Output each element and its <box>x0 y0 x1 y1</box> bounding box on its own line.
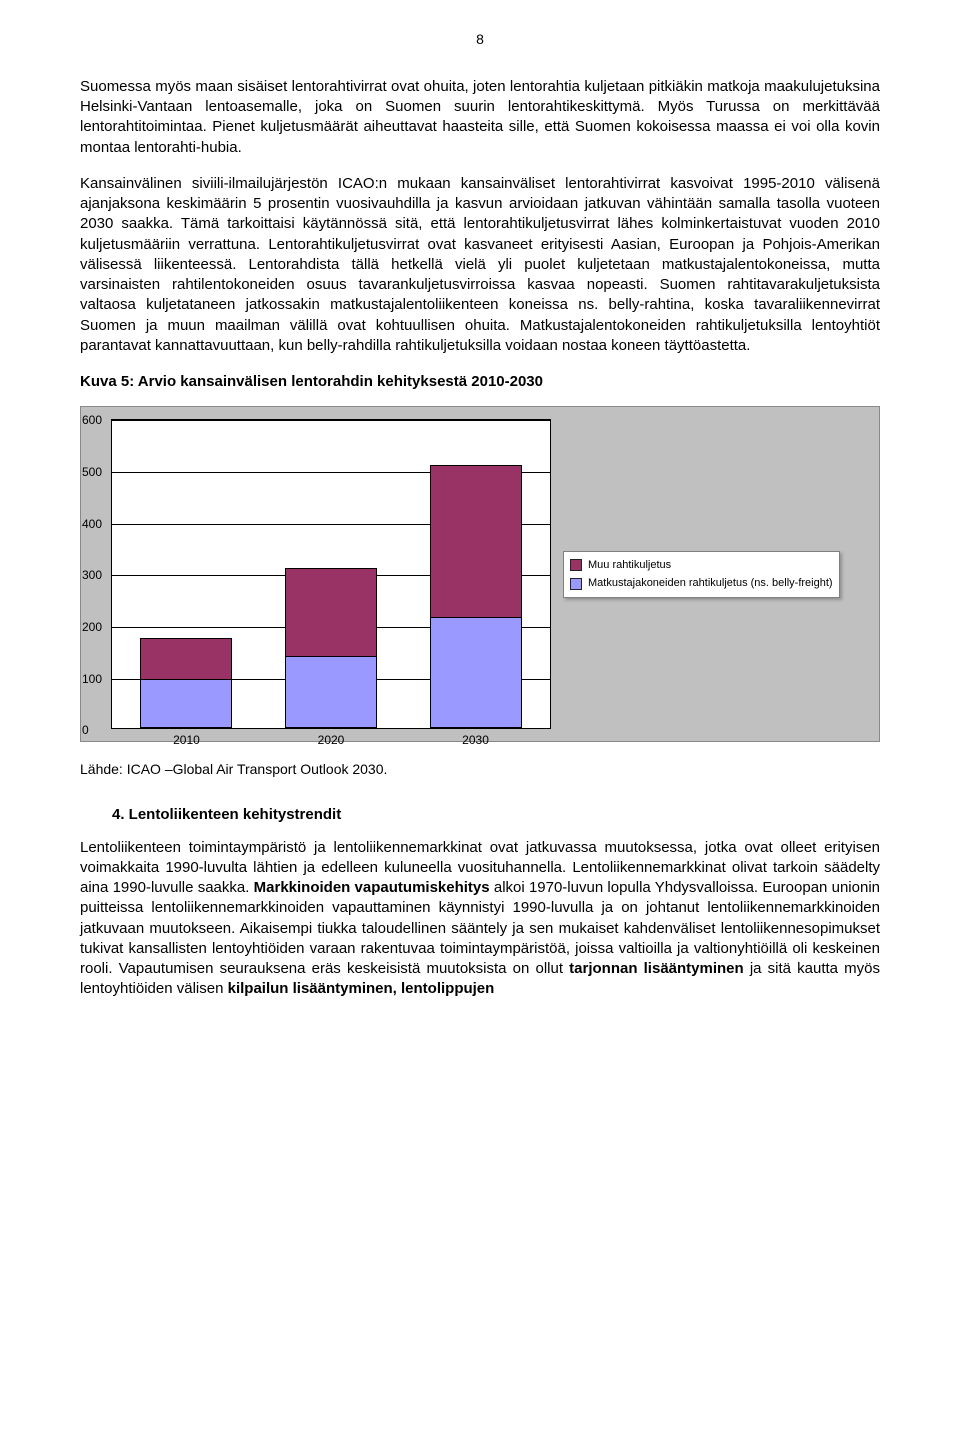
chart-title: Kuva 5: Arvio kansainvälisen lentorahdin… <box>80 372 880 392</box>
y-tick-label: 400 <box>82 516 102 532</box>
p3-bold-3: kilpailun lisääntyminen, lentolippujen <box>228 980 495 997</box>
x-tick-label: 2010 <box>173 732 200 748</box>
chart-source: Lähde: ICAO –Global Air Transport Outloo… <box>80 760 880 779</box>
paragraph-2: Kansainvälinen siviili-ilmailujärjestön … <box>80 174 880 356</box>
y-tick-label: 600 <box>82 412 102 428</box>
p3-bold-2: tarjonnan lisääntyminen <box>569 960 744 977</box>
paragraph-1: Suomessa myös maan sisäiset lentorahtivi… <box>80 77 880 158</box>
gridline <box>112 420 550 421</box>
y-tick-label: 100 <box>82 671 102 687</box>
chart-legend: Muu rahtikuljetus Matkustajakoneiden rah… <box>563 551 840 599</box>
page-number: 8 <box>80 30 880 49</box>
p3-bold-1: Markkinoiden vapautumiskehitys <box>254 879 490 896</box>
stacked-bar <box>285 568 377 728</box>
chart-plot-area: 0100200300400500600201020202030 <box>111 419 551 729</box>
paragraph-3: Lentoliikenteen toimintaympäristö ja len… <box>80 838 880 1000</box>
bar-segment-bottom <box>285 656 377 728</box>
swatch-belly <box>570 578 582 590</box>
bar-segment-bottom <box>430 617 522 728</box>
bar-segment-top <box>140 638 232 679</box>
legend-label: Muu rahtikuljetus <box>588 558 671 573</box>
y-tick-label: 500 <box>82 464 102 480</box>
legend-item-muu: Muu rahtikuljetus <box>570 556 833 575</box>
legend-item-belly: Matkustajakoneiden rahtikuljetus (ns. be… <box>570 574 833 593</box>
x-tick-label: 2020 <box>318 732 345 748</box>
legend-label: Matkustajakoneiden rahtikuljetus (ns. be… <box>588 576 833 591</box>
bar-segment-top <box>285 568 377 656</box>
y-tick-label: 0 <box>82 722 89 738</box>
section-4-heading: 4. Lentoliikenteen kehitystrendit <box>112 805 880 825</box>
x-tick-label: 2030 <box>462 732 489 748</box>
bar-segment-bottom <box>140 679 232 728</box>
y-tick-label: 200 <box>82 619 102 635</box>
stacked-bar <box>430 465 522 728</box>
y-tick-label: 300 <box>82 567 102 583</box>
bar-segment-top <box>430 465 522 617</box>
swatch-muu <box>570 559 582 571</box>
stacked-bar <box>140 638 232 728</box>
chart-panel: 0100200300400500600201020202030 Muu raht… <box>80 406 880 742</box>
